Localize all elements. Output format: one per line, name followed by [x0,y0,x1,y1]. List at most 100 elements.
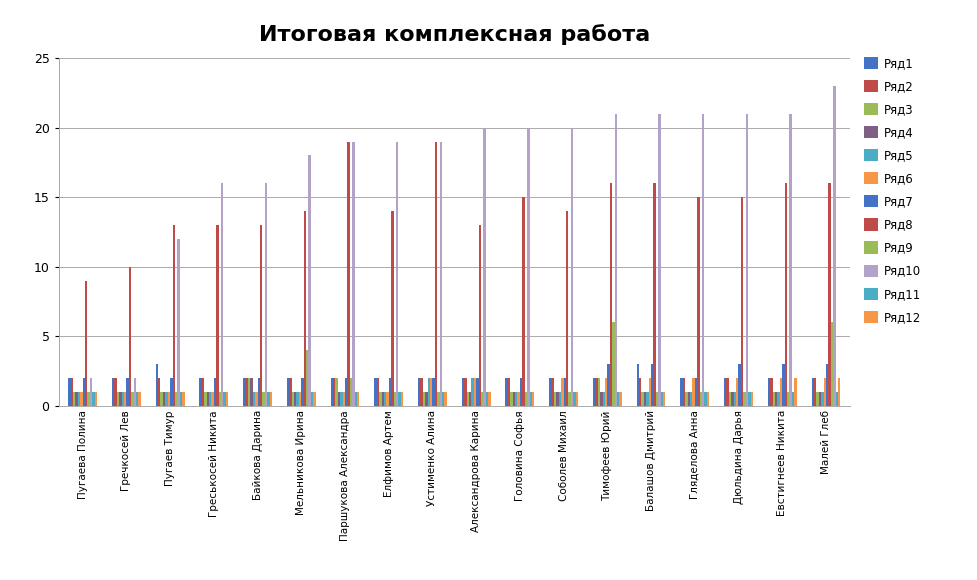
Bar [549,378,552,406]
Bar [613,322,615,406]
Bar [70,378,73,406]
Bar [243,378,245,406]
Bar [743,392,745,406]
Bar [698,197,700,406]
Bar [531,392,534,406]
Bar [729,392,732,406]
Bar [654,183,656,406]
Bar [202,378,204,406]
Bar [706,392,709,406]
Bar [471,378,474,406]
Bar [683,378,685,406]
Bar [112,378,114,406]
Bar [221,183,224,406]
Bar [204,392,206,406]
Bar [224,392,226,406]
Bar [163,392,165,406]
Bar [639,378,642,406]
Bar [554,392,556,406]
Bar [311,392,314,406]
Bar [124,392,126,406]
Bar [85,281,88,406]
Bar [180,392,182,406]
Bar [330,378,333,406]
Bar [467,392,469,406]
Bar [301,378,304,406]
Bar [732,392,734,406]
Bar [700,392,702,406]
Bar [556,392,559,406]
Bar [775,392,778,406]
Bar [564,378,566,406]
Bar [569,392,571,406]
Bar [637,364,639,406]
Bar [78,392,80,406]
Bar [299,392,301,406]
Bar [134,378,136,406]
Bar [160,392,163,406]
Bar [155,364,158,406]
Bar [656,392,658,406]
Bar [828,183,830,406]
Bar [727,378,729,406]
Bar [306,350,309,406]
Bar [603,392,605,406]
Bar [561,378,564,406]
Bar [642,392,644,406]
Bar [287,378,289,406]
Bar [80,392,83,406]
Bar [745,114,748,406]
Bar [794,378,796,406]
Bar [575,392,578,406]
Bar [126,378,129,406]
Bar [267,392,270,406]
Bar [785,183,787,406]
Bar [481,392,484,406]
Bar [440,142,442,406]
Bar [391,211,394,406]
Bar [646,392,649,406]
Bar [513,392,515,406]
Bar [644,392,646,406]
Bar [206,392,209,406]
Bar [260,225,263,406]
Bar [168,392,170,406]
Bar [386,392,389,406]
Bar [68,378,70,406]
Bar [121,392,124,406]
Bar [488,392,490,406]
Bar [442,392,445,406]
Bar [464,378,467,406]
Bar [335,378,338,406]
Bar [377,378,379,406]
Bar [381,392,384,406]
Bar [736,378,739,406]
Bar [289,378,292,406]
Bar [394,392,396,406]
Bar [780,378,783,406]
Bar [778,392,780,406]
Bar [505,378,508,406]
Bar [773,392,775,406]
Bar [250,378,253,406]
Bar [182,392,185,406]
Bar [309,155,311,406]
Bar [211,392,214,406]
Bar [523,197,525,406]
Bar [209,392,211,406]
Bar [819,392,821,406]
Bar [821,392,824,406]
Bar [469,392,471,406]
Bar [559,392,561,406]
Bar [158,378,160,406]
Bar [770,378,773,406]
Bar [690,392,693,406]
Bar [704,392,706,406]
Bar [789,114,791,406]
Bar [474,378,476,406]
Bar [389,378,391,406]
Bar [131,392,134,406]
Bar [423,392,425,406]
Bar [117,392,119,406]
Title: Итоговая комплексная работа: Итоговая комплексная работа [259,24,650,45]
